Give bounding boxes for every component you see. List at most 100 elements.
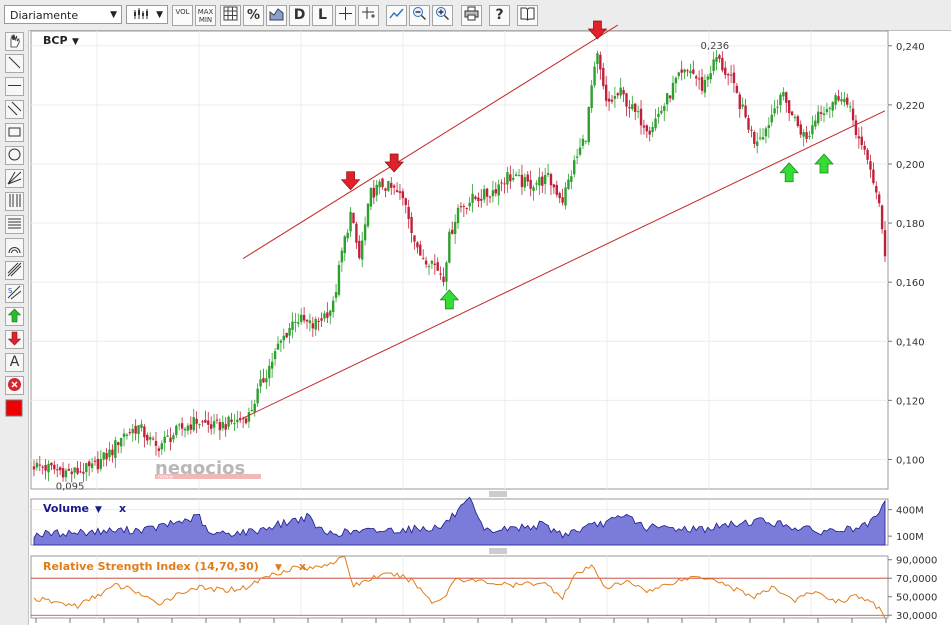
candle-body <box>663 106 666 111</box>
volume-close-button[interactable]: x <box>119 502 126 515</box>
ellipse-tool[interactable] <box>5 146 24 165</box>
candle-body <box>140 424 143 429</box>
period-select[interactable]: Diariamente ▼ <box>4 5 122 24</box>
y-tick-label: 0,140 <box>896 337 925 348</box>
candle-body <box>828 107 832 109</box>
line-button[interactable]: L <box>312 5 333 26</box>
candle-body <box>215 419 219 421</box>
candle-body <box>288 328 291 336</box>
candle-body <box>180 423 184 429</box>
candle-body <box>880 205 884 230</box>
candle-body <box>465 207 468 209</box>
candle-body <box>73 467 76 473</box>
y-tick-label: 50,0000 <box>896 593 937 604</box>
speed-lines-tool[interactable]: S <box>5 284 24 303</box>
watermark: negocios online <box>155 458 261 481</box>
rsi-close-button[interactable]: x <box>299 560 306 573</box>
candle-body <box>706 76 710 80</box>
candle-body <box>38 464 42 466</box>
candle-body <box>279 340 283 343</box>
gann-tool[interactable] <box>5 261 24 280</box>
trend-line-tool[interactable] <box>5 54 24 73</box>
candle-body <box>209 424 213 429</box>
sell-arrow-tool[interactable] <box>5 330 24 349</box>
candle-body <box>529 179 532 189</box>
zoom-in-button[interactable] <box>432 5 453 26</box>
color-picker[interactable] <box>5 399 24 418</box>
candle-body <box>102 452 105 460</box>
candle-body <box>122 433 126 437</box>
candle-body <box>846 97 849 105</box>
grid-button[interactable] <box>220 5 241 26</box>
candle-body <box>35 462 39 468</box>
parallel-lines-icon <box>7 101 22 116</box>
candle-body <box>645 125 649 132</box>
maxmin-toggle-button[interactable]: MAX MIN <box>195 5 216 26</box>
candle-body <box>207 420 210 425</box>
candle-body <box>230 419 233 423</box>
text-tool[interactable]: A <box>5 353 24 372</box>
panel-splitter[interactable] <box>489 491 507 497</box>
fan-tool[interactable] <box>5 169 24 188</box>
fibonacci-time-tool[interactable] <box>5 192 24 211</box>
candle-body <box>834 95 837 105</box>
fibonacci-arc-tool[interactable] <box>5 238 24 257</box>
delete-drawings-tool[interactable] <box>5 376 24 395</box>
pan-tool[interactable] <box>5 32 24 51</box>
book-button[interactable] <box>517 5 538 26</box>
volume-chevron-down-icon[interactable]: ▼ <box>95 505 102 515</box>
line-chart-button[interactable] <box>386 5 407 26</box>
l-label: L <box>318 7 327 23</box>
panel-splitter[interactable] <box>489 548 507 554</box>
candle-body <box>99 459 103 469</box>
candle-body <box>578 147 582 155</box>
candle-body <box>50 462 53 466</box>
toolbar: Diariamente ▼ ▼ VOL MAX MIN % D L ? <box>0 0 951 31</box>
candle-body <box>442 276 445 283</box>
candle-body <box>250 409 254 411</box>
y-tick-label: 400M <box>896 506 924 517</box>
zoom-out-button[interactable] <box>409 5 430 26</box>
volume-toggle-button[interactable]: VOL <box>172 5 193 26</box>
candle-body <box>497 184 500 196</box>
rsi-chevron-down-icon[interactable]: ▼ <box>275 563 282 573</box>
daily-button[interactable]: D <box>289 5 310 26</box>
print-icon <box>464 6 479 21</box>
candle-body <box>628 107 631 109</box>
zoom-in-icon <box>436 7 449 20</box>
candle-body <box>634 103 637 112</box>
fibonacci-retracement-tool[interactable] <box>5 215 24 234</box>
candle-body <box>840 99 843 102</box>
chart-type-select[interactable]: ▼ <box>126 5 168 24</box>
circle-icon <box>8 148 21 161</box>
candle-body <box>767 125 771 129</box>
print-button[interactable] <box>461 5 482 26</box>
candle-body <box>343 236 346 254</box>
horizontal-line-tool[interactable] <box>5 77 24 96</box>
help-button[interactable]: ? <box>489 5 510 26</box>
candle-body <box>477 197 480 202</box>
candle-body <box>349 211 352 232</box>
percent-button[interactable]: % <box>243 5 264 26</box>
candle-body <box>300 314 303 322</box>
candle-body <box>297 322 300 324</box>
main-plot-frame <box>30 30 889 490</box>
channel-upper-line <box>242 24 619 259</box>
buy-arrow-tool[interactable] <box>5 307 24 326</box>
channel-tool[interactable] <box>5 100 24 119</box>
candle-body <box>453 221 457 235</box>
rsi-title: Relative Strength Index (14,70,30) <box>43 560 259 573</box>
candle-body <box>779 94 782 106</box>
area-mode-button[interactable] <box>266 5 287 26</box>
signal-arrows <box>340 20 834 310</box>
crosshair-value-button[interactable] <box>358 5 379 26</box>
rectangle-tool[interactable] <box>5 123 24 142</box>
symbol-chevron-down-icon[interactable]: ▼ <box>72 37 79 47</box>
candle-body <box>294 321 297 323</box>
candle-body <box>482 189 486 200</box>
candle-body <box>317 320 320 322</box>
candle-body <box>387 180 390 191</box>
candle-body <box>677 72 680 77</box>
crosshair-button[interactable] <box>335 5 356 26</box>
